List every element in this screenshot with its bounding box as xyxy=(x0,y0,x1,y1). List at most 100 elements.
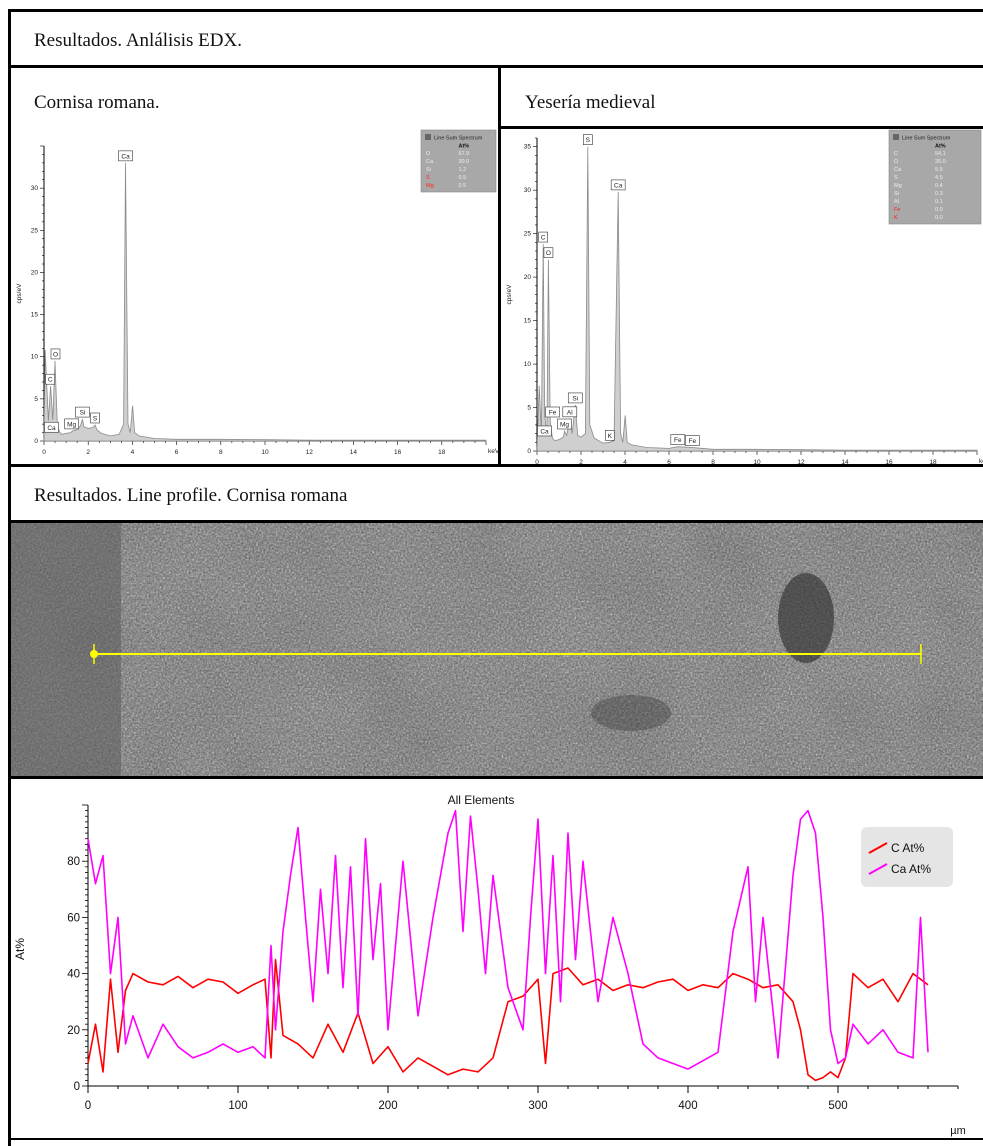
y-tick-label: 5 xyxy=(527,405,531,412)
peak-label-box xyxy=(538,231,548,243)
legend-entry: Ca At% xyxy=(891,862,931,876)
peak-label-box xyxy=(562,406,578,418)
legend-title: Line Sum Spectrum xyxy=(434,136,483,142)
peak-label: Si xyxy=(572,395,578,402)
legend-box xyxy=(420,129,497,193)
legend-element: S xyxy=(426,175,430,181)
legend-value: 35.0 xyxy=(935,159,946,165)
peak-label: S xyxy=(586,137,591,144)
legend-element: Ca xyxy=(426,159,434,165)
frame-bottom xyxy=(8,1138,983,1140)
x-tick-label: 8 xyxy=(711,459,715,464)
x-tick-label: 0 xyxy=(42,449,46,456)
spectrum-legend: Line Sum Spectrum At% C 54.1 O 35.0 Ca 5.5 S 4.5 M… xyxy=(888,129,982,225)
x-axis-label: µm xyxy=(950,1125,966,1137)
peak-label: Ca xyxy=(47,425,56,432)
peak-label: Fe xyxy=(674,437,682,444)
peak-label-box xyxy=(610,179,626,191)
divider-edx xyxy=(8,65,983,68)
spectrum-area xyxy=(43,162,487,442)
legend-value: 0.5 xyxy=(459,175,467,181)
legend-element: Mg xyxy=(426,183,434,189)
heading-line-profile: Resultados. Line profile. Cornisa romana xyxy=(34,485,348,506)
peak-label-box xyxy=(685,435,700,446)
x-tick-label: 4 xyxy=(131,449,135,456)
peak-label: Fe xyxy=(689,438,697,445)
peak-label-box xyxy=(75,406,90,418)
legend-element: Mg xyxy=(894,183,902,189)
line-profile-marker xyxy=(90,644,922,664)
peak-label-box xyxy=(64,418,79,430)
peak-label: O xyxy=(53,351,58,358)
divider-right-head xyxy=(498,126,983,129)
y-tick-label: 40 xyxy=(67,969,80,981)
peak-label: Mg xyxy=(67,421,76,428)
y-tick-label: 5 xyxy=(34,396,38,403)
legend-swatch xyxy=(425,134,431,140)
legend-swatch xyxy=(893,134,899,140)
y-tick-label: 20 xyxy=(67,1025,80,1037)
y-tick-label: 20 xyxy=(524,274,532,281)
x-tick-label: 16 xyxy=(885,459,893,464)
legend-element: C xyxy=(894,151,898,157)
y-tick-label: 0 xyxy=(527,448,531,455)
edx-spectrum-cornisa: 0 2 4 6 8 10 12 14 16 18051015202530keVcps/eVCaOC… xyxy=(16,129,498,456)
legend-swatch xyxy=(868,863,888,875)
heading-cornisa: Cornisa romana. xyxy=(34,92,160,113)
legend-value: 54.1 xyxy=(935,151,946,157)
x-tick-label: 200 xyxy=(378,1100,397,1112)
legend-element: O xyxy=(426,151,431,157)
profile-plot: All Elements 0 20 40 60 80 0 100 200 300 400 500 µm A… xyxy=(13,793,966,1137)
series-c-line xyxy=(87,958,929,1082)
legend-value: 4.5 xyxy=(935,175,943,181)
legend-element: Ca xyxy=(894,167,902,173)
peak-label: Si xyxy=(80,410,86,417)
x-tick-label: 6 xyxy=(175,449,179,456)
legend-unit: At% xyxy=(935,144,946,150)
y-tick-label: 10 xyxy=(524,361,532,368)
x-tick-label: 18 xyxy=(438,449,446,456)
y-tick-label: 20 xyxy=(31,269,39,276)
x-tick-label: 0 xyxy=(85,1100,91,1112)
legend-entry: C At% xyxy=(891,841,925,855)
legend-value: 0.0 xyxy=(935,215,943,221)
y-tick-label: 30 xyxy=(524,187,532,194)
peak-label-box xyxy=(118,150,133,162)
peak-label-box xyxy=(670,434,686,445)
peak-label-box xyxy=(583,134,593,145)
spectrum-legend: Line Sum Spectrum At% O 67.9 Ca 30.0 Si 1.2 S 0.5… xyxy=(420,129,497,193)
legend-value: 5.5 xyxy=(935,167,943,173)
y-axis-label: cps/eV xyxy=(506,284,513,305)
legend-box xyxy=(888,129,982,225)
legend-value: 0.3 xyxy=(935,191,943,197)
edx-spectrum-yeseria: 02468101214161805101520253035keVcps/eVSC… xyxy=(506,129,983,464)
legend-value: 1.2 xyxy=(459,167,467,173)
y-tick-label: 0 xyxy=(74,1081,80,1093)
sem-micrograph xyxy=(11,523,983,776)
legend-element: Al xyxy=(894,199,899,205)
y-tick-label: 25 xyxy=(31,227,39,234)
x-tick-label: 2 xyxy=(86,449,90,456)
frame-left xyxy=(8,9,11,1146)
peak-label-box xyxy=(605,430,615,441)
legend-element: S xyxy=(894,175,898,181)
x-tick-label: 8 xyxy=(219,449,223,456)
peak-label-box xyxy=(45,373,55,385)
legend-value: 0.5 xyxy=(459,183,467,189)
peak-label-box xyxy=(567,392,583,404)
y-tick-label: 0 xyxy=(34,438,38,445)
y-axis-label: At% xyxy=(13,938,27,960)
y-tick-label: 25 xyxy=(524,231,532,238)
peak-label-box xyxy=(545,406,560,418)
y-tick-label: 10 xyxy=(31,354,39,361)
legend-value: 0.1 xyxy=(935,199,943,205)
heading-yeseria: Yesería medieval xyxy=(525,92,656,113)
peak-label: Fe xyxy=(549,410,557,417)
peak-label: Al xyxy=(567,409,573,416)
x-tick-label: 14 xyxy=(350,449,358,456)
peak-label: Ca xyxy=(614,182,623,189)
x-axis-label: keV xyxy=(979,458,983,464)
legend-box xyxy=(861,827,953,887)
x-tick-label: 18 xyxy=(929,459,937,464)
